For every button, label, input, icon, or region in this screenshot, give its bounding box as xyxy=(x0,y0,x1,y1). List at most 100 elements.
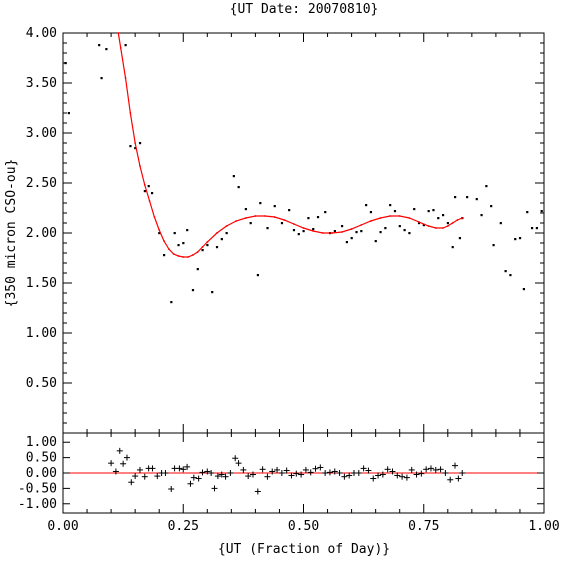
data-point xyxy=(280,222,284,225)
data-point xyxy=(379,231,382,234)
fit-curve-point xyxy=(446,225,449,227)
residual-point xyxy=(264,473,271,480)
data-point xyxy=(138,142,142,145)
residual-y-tick-label: -0.50 xyxy=(18,481,57,496)
data-point xyxy=(211,291,214,294)
data-point xyxy=(170,301,173,304)
fit-curve-point xyxy=(191,254,194,256)
residual-point xyxy=(132,473,139,480)
residual-point xyxy=(184,463,191,470)
data-point xyxy=(147,185,150,188)
residual-point xyxy=(108,460,115,467)
data-point xyxy=(307,217,310,220)
data-point xyxy=(64,62,67,65)
residual-point xyxy=(120,460,127,467)
data-point xyxy=(432,209,435,212)
residual-point xyxy=(218,471,225,478)
data-point xyxy=(201,249,204,252)
fit-curve-point xyxy=(292,223,295,225)
fit-curve-point xyxy=(119,47,122,49)
residual-point xyxy=(418,470,425,477)
residual-point xyxy=(455,475,462,482)
data-point xyxy=(499,222,502,225)
fit-curve-point xyxy=(418,221,420,223)
fit-curve-point xyxy=(196,251,199,253)
residual-point xyxy=(370,475,377,482)
residual-point xyxy=(413,471,420,478)
fit-curve-point xyxy=(398,215,401,217)
residual-point xyxy=(394,472,401,479)
main-y-tick-label: 3.00 xyxy=(26,126,57,141)
fit-curve-point xyxy=(187,256,189,258)
fit-curve-point xyxy=(206,241,209,243)
data-point xyxy=(225,232,228,235)
residual-point xyxy=(427,465,434,472)
fit-curve-point xyxy=(129,112,132,114)
main-y-tick-label: 1.50 xyxy=(26,276,57,291)
residual-point xyxy=(346,472,353,479)
data-point xyxy=(333,230,336,233)
data-point xyxy=(237,186,240,189)
fit-curve-point xyxy=(264,215,266,217)
data-point xyxy=(437,217,440,220)
main-y-tick-label: 2.50 xyxy=(26,176,57,191)
data-point xyxy=(256,274,260,277)
residual-point xyxy=(459,470,466,476)
y-axis-label: {350 micron CSO-ou} xyxy=(4,159,19,308)
fit-curve-point xyxy=(350,228,353,230)
residual-point xyxy=(112,468,119,475)
residual-point xyxy=(176,465,183,472)
residual-x-tick-labels: 0.00 0.25 0.50 0.75 1.00 xyxy=(47,519,559,534)
data-point xyxy=(451,246,454,249)
fit-curve-point xyxy=(273,216,276,218)
residual-x-tick-label: 0.75 xyxy=(408,519,439,534)
residual-point xyxy=(360,465,367,472)
data-point xyxy=(324,211,327,214)
residual-point xyxy=(452,462,459,469)
data-point xyxy=(297,233,300,236)
residual-point xyxy=(149,465,156,472)
data-point xyxy=(312,228,315,231)
data-point xyxy=(105,48,108,51)
fit-curve-points xyxy=(117,32,464,258)
data-point xyxy=(134,147,137,150)
data-point xyxy=(150,192,154,195)
fit-curve-point xyxy=(177,255,180,257)
main-panel: 0.50 1.00 1.50 2.00 2.50 3.00 3.50 4.00 {350 mi… xyxy=(4,26,545,434)
fit-curve-point xyxy=(244,217,247,219)
fit-curve-point xyxy=(427,225,430,227)
residual-point xyxy=(195,475,202,482)
main-y-ticks xyxy=(63,32,544,424)
main-y-tick-label: 4.00 xyxy=(26,26,57,41)
main-y-tick-label: 0.50 xyxy=(26,376,57,391)
residual-point xyxy=(283,467,290,474)
data-point xyxy=(143,190,146,193)
residual-point xyxy=(447,476,454,483)
fit-curve-point xyxy=(158,229,161,231)
data-point xyxy=(446,222,449,225)
fit-curve-point xyxy=(302,227,305,229)
residual-y-tick-labels: -1.00-0.500.000.501.00 xyxy=(18,435,57,512)
residual-point xyxy=(190,474,197,481)
data-point xyxy=(340,225,344,228)
chart-title: {UT Date: 20070810} xyxy=(230,2,379,17)
fit-curve-point xyxy=(389,215,391,217)
residual-point xyxy=(222,473,229,480)
fit-curve-point xyxy=(167,248,170,250)
residual-x-tick-label: 0.25 xyxy=(168,519,199,534)
data-point xyxy=(129,145,132,148)
residual-y-tick-label: 0.00 xyxy=(26,466,57,481)
fit-curve-point xyxy=(408,217,411,219)
data-point xyxy=(158,232,161,235)
data-point xyxy=(302,230,305,233)
residual-point xyxy=(208,470,215,476)
data-point xyxy=(273,205,276,208)
data-point xyxy=(485,185,488,188)
data-point xyxy=(316,216,320,219)
fit-curve-point xyxy=(201,246,204,248)
residual-points xyxy=(108,447,466,495)
main-y-tick-label: 3.50 xyxy=(26,76,57,91)
residual-point xyxy=(326,469,333,476)
residual-point xyxy=(293,470,300,477)
fit-curve-point xyxy=(456,219,459,221)
